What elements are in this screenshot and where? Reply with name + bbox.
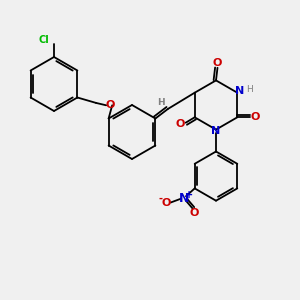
Text: N: N [179, 191, 189, 205]
Text: +: + [185, 190, 194, 200]
Text: -: - [158, 193, 162, 203]
Text: N: N [212, 126, 220, 136]
Text: Cl: Cl [38, 34, 49, 45]
Text: O: O [105, 100, 115, 110]
Text: H: H [158, 98, 165, 107]
Text: O: O [250, 112, 260, 122]
Text: H: H [247, 85, 253, 94]
Text: O: O [161, 197, 171, 208]
Text: O: O [189, 208, 199, 218]
Text: O: O [213, 58, 222, 68]
Text: O: O [176, 119, 185, 129]
Text: N: N [235, 86, 244, 96]
